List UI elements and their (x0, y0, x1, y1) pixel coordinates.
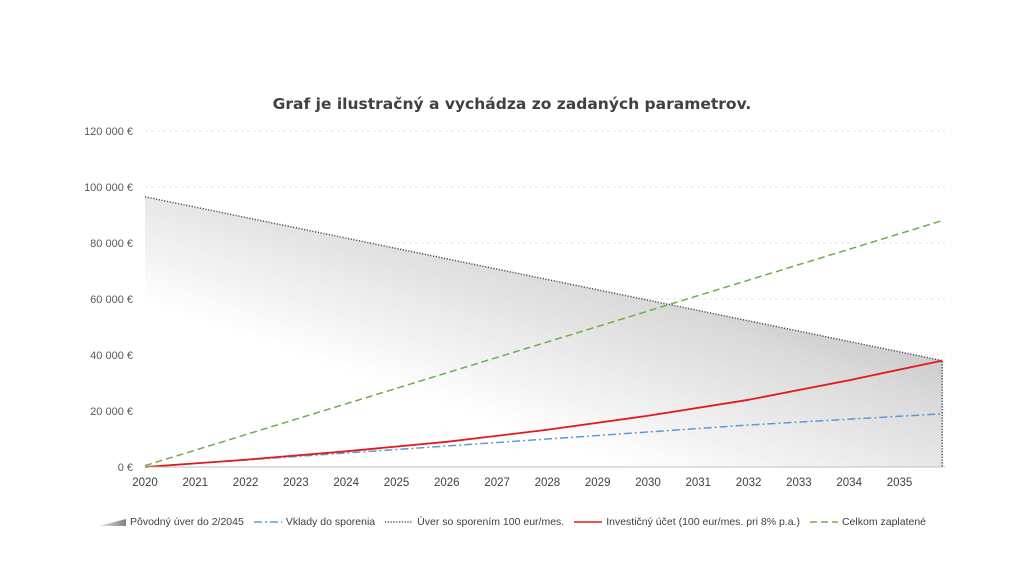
x-tick-label: 2032 (736, 477, 762, 489)
legend-item-3: Investičný účet (100 eur/mes. pri 8% p.a… (574, 516, 800, 528)
x-tick-label: 2031 (686, 477, 712, 489)
y-tick-label: 120 000 € (84, 126, 133, 138)
axis-layer: 0 € 20 000 € 40 000 € 60 000 € 80 000 € 100 0… (84, 126, 945, 489)
x-tick-label: 2035 (887, 477, 913, 489)
legend-swatch (574, 521, 603, 523)
legend: Pôvodný úver do 2/2045 Vklady do sporenia… (0, 516, 1024, 528)
y-tick-label: 60 000 € (90, 294, 133, 306)
legend-swatch (809, 521, 838, 523)
y-tick-label: 100 000 € (84, 182, 133, 194)
y-tick-label: 80 000 € (90, 238, 133, 250)
x-tick-label: 2034 (836, 477, 862, 489)
area-layer (145, 196, 943, 468)
legend-swatch (97, 519, 126, 526)
x-tick-label: 2025 (384, 477, 410, 489)
x-tick-label: 2027 (484, 477, 510, 489)
legend-label: Úver so sporením 100 eur/mes. (417, 516, 565, 528)
series-area-povodny-uver (145, 196, 943, 468)
y-tick-label: 20 000 € (90, 406, 133, 418)
x-tick-label: 2022 (233, 477, 259, 489)
x-tick-label: 2026 (434, 477, 460, 489)
legend-label: Investičný účet (100 eur/mes. pri 8% p.a… (606, 516, 800, 528)
legend-item-1: Vklady do sporenia (253, 516, 376, 528)
legend-label: Celkom zaplatené (841, 516, 927, 528)
x-tick-label: 2029 (585, 477, 611, 489)
series-line-4 (144, 219, 943, 467)
chart-title: Graf je ilustračný a vychádza zo zadanýc… (272, 95, 752, 113)
legend-item-4: Celkom zaplatené (809, 516, 927, 528)
x-tick-label: 2024 (333, 477, 359, 489)
x-tick-label: 2028 (535, 477, 561, 489)
legend-swatch (385, 521, 414, 523)
x-tick-label: 2023 (283, 477, 309, 489)
series-layer (144, 196, 944, 468)
legend-item-2: Úver so sporením 100 eur/mes. (385, 516, 564, 528)
x-tick-label: 2030 (635, 477, 661, 489)
x-tick-label: 2020 (132, 477, 158, 489)
x-tick-label: 2033 (786, 477, 812, 489)
legend-item-0: Pôvodný úver do 2/2045 (97, 516, 244, 528)
x-tick-label: 2021 (183, 477, 209, 489)
series-line-2 (144, 196, 944, 467)
y-tick-label: 0 € (118, 462, 133, 474)
legend-swatch (253, 521, 282, 523)
y-tick-label: 40 000 € (90, 350, 133, 362)
legend-label: Vklady do sporenia (285, 516, 376, 528)
legend-label: Pôvodný úver do 2/2045 (129, 516, 244, 528)
series-line-3 (144, 359, 943, 468)
